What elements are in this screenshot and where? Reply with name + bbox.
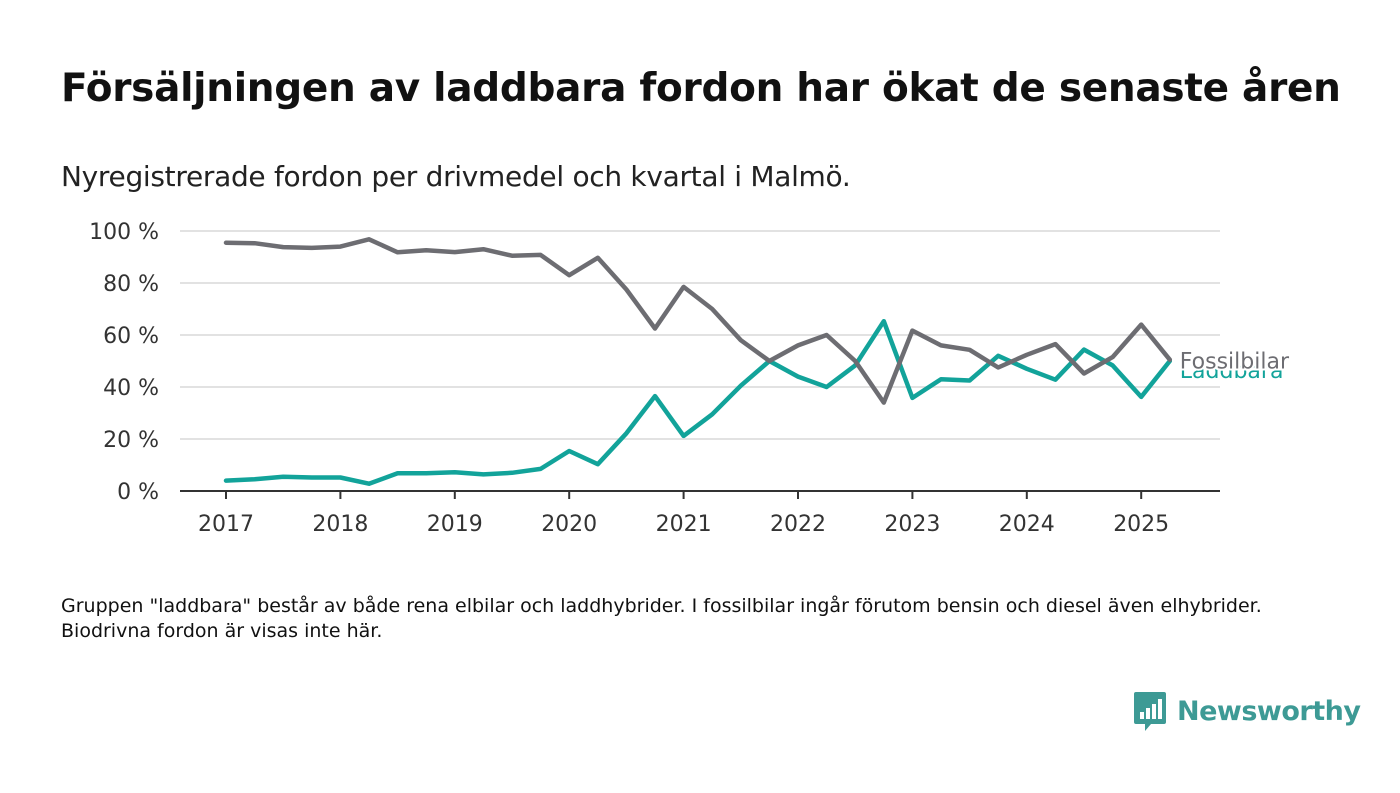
x-tick-label-2024: 2024 [999,512,1055,537]
chart-subtitle: Nyregistrerade fordon per drivmedel och … [61,160,851,193]
y-tick-label-20: 20 % [103,428,159,453]
series-line-fossilbilar [223,237,1173,405]
grid-lines [180,230,1220,440]
series-label-laddbara: Laddbara [1180,359,1284,384]
x-tick-label-2023: 2023 [884,512,940,537]
series-label-fossilbilar: Fossilbilar [1180,350,1290,375]
footnote: Gruppen "laddbara" består av både rena e… [61,595,1262,642]
x-tick-label-2017: 2017 [198,512,254,537]
newsworthy-logo-icon [1134,692,1166,731]
x-tick-label-2025: 2025 [1113,512,1169,537]
y-tick-label-0: 0 % [117,480,159,505]
x-axis-ticks: 2017 2018 2019 2020 2021 2022 2023 2024 2025 [198,491,1169,537]
y-tick-label-40: 40 % [103,376,159,401]
x-tick-label-2019: 2019 [427,512,483,537]
x-tick-label-2018: 2018 [312,512,368,537]
y-axis-ticks: 0 % 20 % 40 % 60 % 80 % 100 % [89,220,159,505]
chart-title: Försäljningen av laddbara fordon har öka… [61,66,1341,111]
brand-logo: Newsworthy [1133,690,1361,732]
y-tick-label-60: 60 % [103,324,159,349]
series-line-laddbara [223,318,1173,486]
x-tick-label-2020: 2020 [541,512,597,537]
series-lines [223,237,1173,486]
y-tick-label-100: 100 % [89,220,159,245]
x-tick-label-2022: 2022 [770,512,826,537]
x-tick-label-2021: 2021 [656,512,712,537]
brand-name: Newsworthy [1177,695,1361,727]
y-tick-label-80: 80 % [103,272,159,297]
